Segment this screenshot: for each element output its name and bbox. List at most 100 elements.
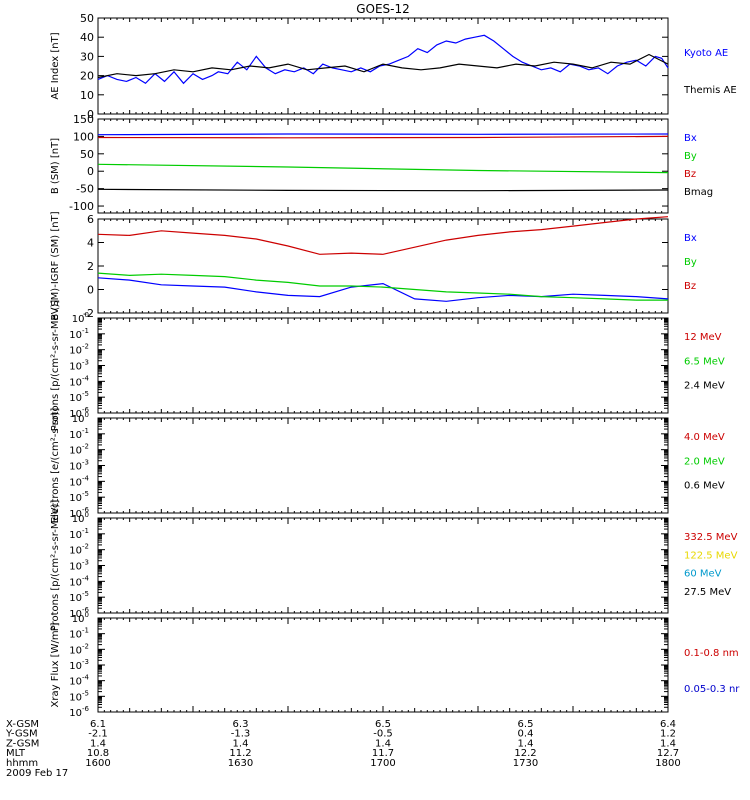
panel-3: -2 0 2 4 6 B (SM)-IGRF (SM) [nT] Bx By Bz bbox=[50, 211, 697, 320]
y-axis-label: Protons [p/(cm²-s-sr-MeV)] bbox=[50, 300, 61, 432]
x-row-label: Y-GSM bbox=[5, 729, 38, 740]
y-tick-label: 10-1 bbox=[69, 627, 89, 641]
x-row-value: 1630 bbox=[228, 758, 253, 769]
y-tick-label: 10-4 bbox=[69, 674, 89, 688]
x-row-value: 12.7 bbox=[657, 748, 679, 759]
y-tick-label: 100 bbox=[73, 130, 94, 143]
legend-label: Bz bbox=[684, 281, 696, 292]
y-tick-label: 10-3 bbox=[69, 359, 89, 373]
y-tick-label: 10-2 bbox=[69, 443, 89, 457]
y-tick-label: 10-1 bbox=[69, 427, 89, 441]
panel-7: 10-6 10-510-4 10-3 10-210-1 100 Xray Flux [W/… bbox=[50, 611, 740, 719]
x-row-value: 1.4 bbox=[660, 738, 676, 749]
legend-label: 4.0 MeV bbox=[684, 432, 725, 443]
x-row-label: MLT bbox=[6, 748, 26, 759]
y-tick-label: 10-3 bbox=[69, 658, 89, 672]
y-tick-label: 10 bbox=[80, 89, 94, 102]
y-tick-label: 10-4 bbox=[69, 474, 89, 488]
panel-frame bbox=[97, 417, 669, 514]
x-row-value: 10.8 bbox=[87, 748, 109, 759]
y-axis-label: B (SM) [nT] bbox=[50, 138, 61, 194]
y-tick-label: 10-3 bbox=[69, 559, 89, 573]
x-row-value: 1.4 bbox=[375, 738, 391, 749]
y-tick-label: 2 bbox=[87, 260, 94, 273]
x-row-value: 1.4 bbox=[233, 738, 249, 749]
y-tick-label: 10-1 bbox=[69, 527, 89, 541]
y-tick-label: 0 bbox=[87, 108, 94, 121]
y-tick-label: 100 bbox=[72, 611, 89, 625]
x-row-value: 1.4 bbox=[518, 738, 534, 749]
x-row-value: 6.5 bbox=[518, 719, 534, 730]
legend-label: 332.5 MeV bbox=[684, 532, 738, 543]
panel-frame bbox=[97, 218, 669, 314]
y-tick-label: 10-2 bbox=[69, 343, 89, 357]
y-tick-label: 50 bbox=[80, 12, 94, 25]
y-tick-label: 10-4 bbox=[69, 574, 89, 588]
y-tick-label: 10-5 bbox=[69, 390, 89, 404]
series-themis-ae bbox=[97, 53, 669, 79]
y-tick-label: 100 bbox=[72, 411, 89, 425]
date-label: 2009 Feb 17 bbox=[6, 768, 68, 779]
y-tick-label: 40 bbox=[80, 31, 94, 44]
y-tick-label: 10-1 bbox=[69, 327, 89, 341]
y-tick-label: 0 bbox=[87, 165, 94, 178]
x-row-value: 1.4 bbox=[90, 738, 106, 749]
x-row-value: 1730 bbox=[513, 758, 538, 769]
y-axis-label: Electrons [e/(cm²-s-sr)] bbox=[50, 408, 61, 524]
x-row-value: 6.5 bbox=[375, 719, 391, 730]
y-tick-label: 100 bbox=[72, 311, 89, 325]
x-row-value: 6.4 bbox=[660, 719, 676, 730]
y-tick-label: -100 bbox=[69, 200, 94, 213]
legend-label: By bbox=[684, 151, 697, 162]
legend-label: 0.6 MeV bbox=[684, 481, 725, 492]
chart-title: GOES-12 bbox=[356, 2, 410, 16]
panel-frame bbox=[97, 617, 669, 713]
y-axis-label: Xray Flux [W/m²] bbox=[50, 622, 61, 707]
x-row-value: 1800 bbox=[655, 758, 680, 769]
legend-label: 122.5 MeV bbox=[684, 550, 738, 561]
legend-label: 27.5 MeV bbox=[684, 587, 731, 598]
y-axis-label: AE Index [nT] bbox=[50, 32, 61, 99]
legend-label: 6.5 MeV bbox=[684, 356, 725, 367]
y-tick-label: 150 bbox=[73, 113, 94, 126]
y-tick-label: 10-5 bbox=[69, 490, 89, 504]
legend-label: 12 MeV bbox=[684, 332, 722, 343]
y-tick-label: 6 bbox=[87, 213, 94, 226]
x-axis-table: X-GSM 6.1 6.3 6.5 6.5 6.4 Y-GSM -2.1 -1.3 -0.5 0.4… bbox=[5, 719, 681, 779]
panel-frame bbox=[97, 517, 669, 614]
x-row-value: 11.2 bbox=[229, 748, 251, 759]
x-row-value: 1700 bbox=[370, 758, 395, 769]
y-tick-label: 10-2 bbox=[69, 642, 89, 656]
series-by bbox=[97, 163, 669, 174]
y-tick-label: 10-2 bbox=[69, 543, 89, 557]
y-tick-label: 4 bbox=[87, 237, 94, 250]
x-row-value: 1600 bbox=[85, 758, 110, 769]
panel-2: -100 -50 0 50 100 150 B (SM) [nT] Bx By Bz Bmag bbox=[50, 113, 713, 214]
y-tick-label: 30 bbox=[80, 50, 94, 63]
x-row-value: -2.1 bbox=[88, 729, 108, 740]
y-tick-label: 100 bbox=[72, 511, 89, 525]
legend-label: 2.0 MeV bbox=[684, 456, 725, 467]
legend-label: 0.1-0.8 nm bbox=[684, 648, 739, 659]
legend-label: Bmag bbox=[684, 187, 713, 198]
series-by bbox=[97, 272, 668, 301]
x-row-value: 0.4 bbox=[518, 729, 534, 740]
y-tick-label: 10-5 bbox=[69, 590, 89, 604]
y-tick-label: -2 bbox=[83, 307, 94, 320]
series-bmag bbox=[97, 188, 669, 192]
x-row-value: 6.3 bbox=[233, 719, 249, 730]
y-tick-label: 10-4 bbox=[69, 374, 89, 388]
x-row-value: 12.2 bbox=[514, 748, 536, 759]
series-bx bbox=[97, 277, 669, 302]
legend-label: Bx bbox=[684, 133, 697, 144]
x-row-value: 1.2 bbox=[660, 729, 676, 740]
y-tick-label: 10-3 bbox=[69, 459, 89, 473]
legend-label: 60 MeV bbox=[684, 569, 722, 580]
legend-label: Bx bbox=[684, 233, 697, 244]
x-row-value: 6.1 bbox=[90, 719, 106, 730]
